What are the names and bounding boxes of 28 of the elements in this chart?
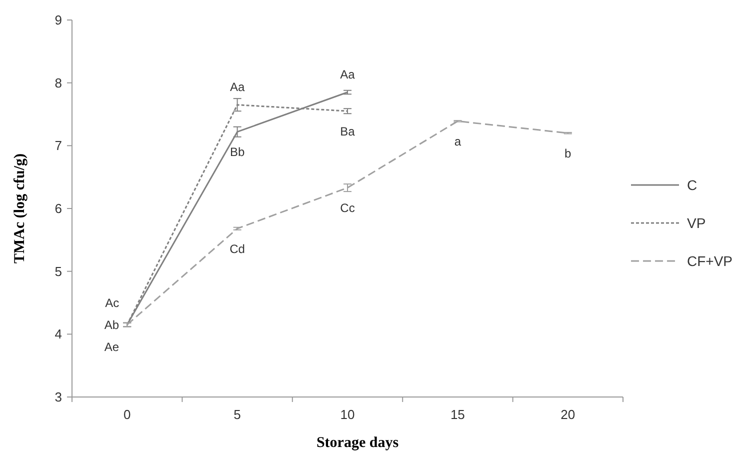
data-label: Cd bbox=[230, 242, 245, 256]
x-tick-label: 20 bbox=[560, 407, 576, 422]
data-label: Aa bbox=[230, 80, 245, 94]
data-label: a bbox=[454, 134, 462, 148]
y-tick-label: 3 bbox=[54, 390, 62, 405]
y-tick-label: 8 bbox=[54, 75, 62, 90]
y-axis-title: TMAc (log cfu/g) bbox=[12, 154, 28, 264]
data-label: Ab bbox=[104, 318, 120, 332]
legend-label: VP bbox=[687, 214, 706, 231]
legend-label: CF+VP bbox=[687, 252, 733, 269]
data-label: Ac bbox=[105, 296, 120, 310]
x-axis-title: Storage days bbox=[316, 435, 399, 451]
x-tick-label: 5 bbox=[234, 407, 241, 422]
data-label: b bbox=[564, 146, 572, 160]
y-tick-label: 5 bbox=[54, 264, 62, 279]
y-tick-label: 9 bbox=[54, 12, 62, 28]
x-tick-label: 10 bbox=[340, 407, 355, 422]
data-label: Ba bbox=[340, 124, 356, 138]
data-label: Ae bbox=[104, 340, 120, 354]
data-label: Bb bbox=[230, 145, 245, 160]
x-tick-label: 0 bbox=[123, 407, 131, 422]
x-tick-label: 15 bbox=[450, 407, 465, 422]
y-tick-label: 4 bbox=[54, 326, 62, 342]
data-label: Cc bbox=[340, 200, 355, 215]
y-tick-label: 6 bbox=[54, 201, 62, 216]
data-label: Aa bbox=[340, 67, 356, 82]
legend-label: C bbox=[687, 176, 698, 193]
y-tick-label: 7 bbox=[54, 138, 62, 154]
